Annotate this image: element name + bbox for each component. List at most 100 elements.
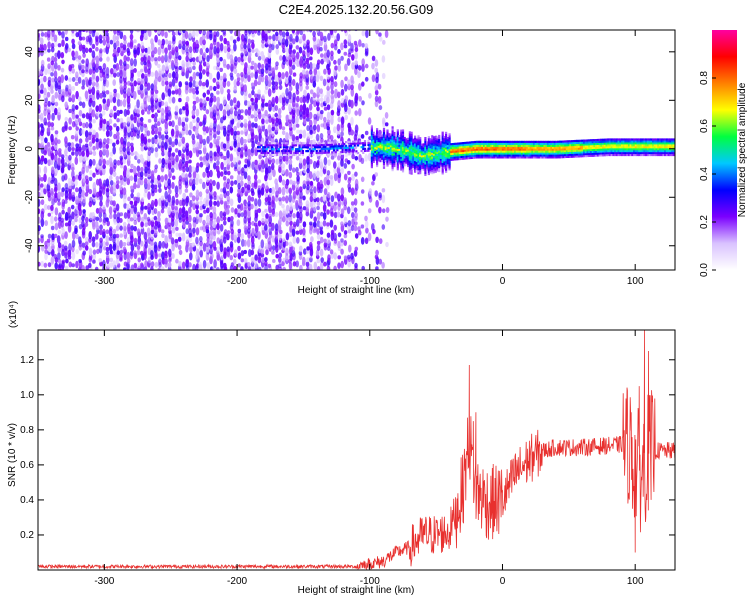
spectrogram-noise-cell	[289, 224, 293, 233]
spectrogram-ridge-cell	[445, 162, 448, 165]
spectrogram-noise-cell	[351, 212, 355, 219]
spectrogram-ridge-cell	[424, 150, 427, 153]
spectrogram-noise-cell	[139, 121, 144, 127]
spectrogram-noise-cell	[333, 232, 338, 241]
spectrogram-ridge-cell	[293, 144, 296, 147]
spectrogram-noise-cell	[161, 140, 165, 149]
spectrogram-noise-cell	[98, 149, 103, 158]
spectrogram-noise-cell	[202, 51, 207, 59]
spectrogram-noise-cell	[188, 129, 192, 136]
spectrogram-noise-cell	[71, 38, 75, 45]
spectrogram-ridge-cell	[367, 139, 370, 143]
spectrogram-ridge-cell	[376, 132, 379, 135]
spectrogram-noise-cell	[236, 76, 241, 82]
spectrogram-ridge-cell	[469, 153, 472, 156]
spectrogram-noise-cell	[68, 117, 72, 125]
spectrogram-ridge-cell	[415, 142, 418, 145]
spectrogram-ridge-cell	[415, 167, 418, 170]
spectrogram-noise-cell	[350, 84, 354, 91]
spectrogram-noise-cell	[74, 30, 78, 32]
spectrogram-ridge-cell	[431, 158, 434, 161]
spectrogram-noise-cell	[320, 58, 325, 65]
spectrogram-noise-cell	[261, 93, 266, 100]
spectrogram-ridge-cell	[410, 158, 413, 162]
spectrogram-noise-cell	[220, 254, 224, 261]
spectrogram-ridge-cell	[479, 142, 482, 145]
spectrogram-ridge-cell	[472, 152, 475, 155]
spectrogram-ridge-cell	[291, 146, 294, 149]
spectrogram-noise-cell	[61, 31, 65, 39]
spectrogram-noise-cell	[54, 77, 58, 84]
spectrogram-ridge-cell	[517, 144, 520, 147]
spectrogram-noise-cell	[329, 219, 334, 228]
spectrogram-ridge-cell	[386, 135, 389, 138]
spectrogram-ridge-cell	[533, 146, 536, 149]
spectrogram-ridge-cell	[379, 156, 382, 159]
spectrogram-noise-cell	[158, 117, 162, 123]
spectrogram-noise-cell	[130, 192, 134, 199]
spectrogram-noise-cell	[113, 159, 117, 166]
spectrogram-ridge-cell	[524, 150, 527, 153]
spectrogram-noise-cell	[237, 252, 242, 260]
spectrogram-noise-cell	[129, 175, 134, 181]
spectrogram-ridge-cell	[327, 149, 330, 152]
spectrogram-ridge-cell	[389, 158, 392, 161]
spectrogram-ridge-cell	[417, 168, 420, 171]
spectrogram-ridge-cell	[345, 141, 348, 144]
spectrogram-ridge-cell	[324, 145, 327, 148]
spectrogram-ridge-cell	[339, 147, 342, 150]
spectrogram-noise-cell	[119, 42, 124, 49]
spectrogram-ridge-cell	[483, 154, 486, 157]
spectrogram-ridge-cell	[503, 154, 506, 157]
spectrogram-ridge-cell	[372, 155, 375, 158]
spectrogram-ridge-cell	[500, 142, 503, 145]
spectrogram-ridge-cell	[472, 141, 475, 144]
spectrogram-ridge-cell	[495, 140, 498, 143]
spectrogram-ridge-cell	[401, 150, 405, 153]
spectrogram-ridge-cell	[389, 162, 392, 165]
spectrogram-noise-cell	[57, 229, 62, 235]
spectrogram-noise-cell	[254, 159, 258, 166]
spectrogram-ridge-cell	[410, 162, 413, 165]
spectrogram-noise-cell	[340, 55, 344, 61]
spectrogram-noise-cell	[157, 174, 161, 181]
spectrogram-ridge-cell	[427, 155, 430, 158]
spectrogram-noise-cell	[236, 30, 241, 34]
spectrogram-ridge-cell	[370, 164, 373, 167]
spectrogram-ridge-cell	[396, 154, 399, 157]
spectrogram-ridge-cell	[417, 160, 420, 163]
spectrogram-noise-cell	[308, 119, 313, 128]
spectrogram-noise-cell	[250, 97, 254, 102]
spectrogram-ridge-cell	[451, 150, 455, 153]
spectrogram-ridge-cell	[436, 163, 439, 166]
spectrogram-noise-cell	[329, 134, 334, 141]
spectrogram-ridge-cell	[412, 138, 415, 141]
spectrogram-noise-cell	[144, 47, 148, 53]
spectrogram-ridge-cell	[427, 171, 430, 174]
spectrogram-ridge-cell	[445, 155, 448, 158]
spectrogram-noise-cell	[336, 211, 341, 218]
spectrogram-noise-cell	[68, 83, 72, 93]
spectrogram-noise-cell	[38, 237, 41, 244]
spectrogram-ridge-cell	[481, 146, 484, 149]
spectrogram-noise-cell	[351, 62, 355, 70]
spectrogram-noise-cell	[60, 157, 65, 166]
spectrogram-ridge-cell	[419, 148, 422, 151]
spectrogram-noise-cell	[74, 156, 79, 165]
spectrogram-noise-cell	[113, 30, 117, 35]
spectrogram-noise-cell	[203, 209, 207, 214]
spectrogram-ridge-cell	[507, 150, 510, 153]
spectrogram-ridge-cell	[445, 166, 448, 169]
spectrogram-ridge-cell	[505, 142, 508, 145]
spectrogram-ridge-cell	[431, 166, 434, 169]
spectrogram-noise-cell	[164, 53, 168, 63]
spectrogram-noise-cell	[246, 100, 251, 107]
spectrogram-noise-cell	[98, 103, 102, 113]
spectrogram-ridge-cell	[312, 150, 315, 153]
spectrogram-ridge-cell	[441, 154, 444, 157]
spectrogram-ridge-cell	[520, 148, 524, 151]
spectrogram-noise-cell	[136, 165, 141, 172]
spectrogram-ridge-cell	[519, 156, 522, 159]
spectrogram-noise-cell	[326, 170, 331, 176]
spectrogram-noise-cell	[288, 241, 293, 248]
